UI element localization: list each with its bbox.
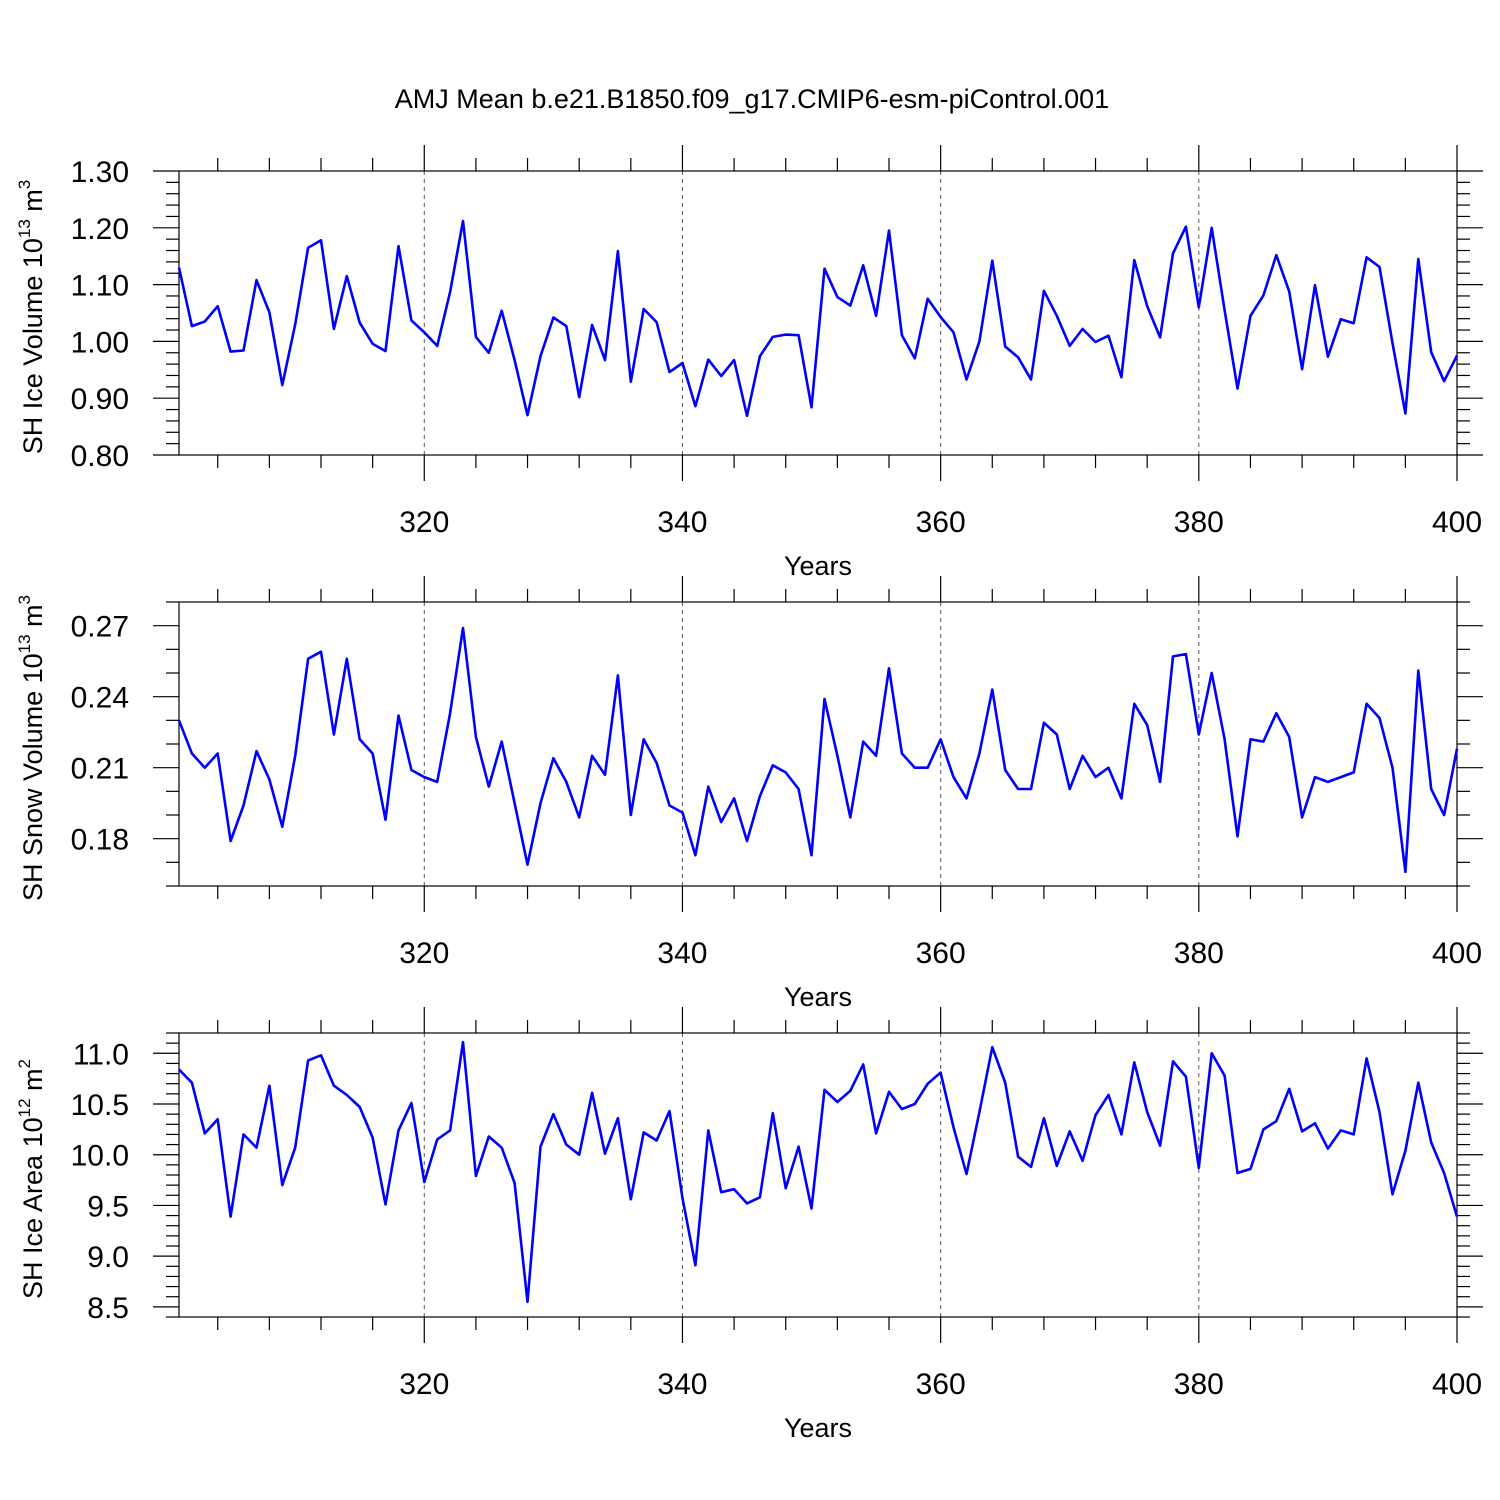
x-axis-label: Years: [784, 1413, 852, 1443]
y-axis-label-unit-exponent: 2: [15, 1059, 34, 1068]
panel-ice-area: 320 340 360 380 400 8.5 9.0 9.5 10.0 10.5 11.0 Ye…: [15, 1007, 1483, 1443]
y-axis-label-text: SH Snow Volume 10: [18, 653, 48, 901]
y-tick-label: 0.18: [71, 824, 129, 857]
y-axis-label-exponent: 13: [15, 219, 34, 238]
x-tick-label: 400: [1432, 937, 1482, 970]
x-tick-label: 400: [1432, 1368, 1482, 1401]
x-tick-label: 320: [399, 1368, 449, 1401]
y-tick-label: 10.0: [71, 1140, 129, 1173]
panel-snow-volume: 320 340 360 380 400 0.18 0.21 0.24 0.27 Years S…: [15, 576, 1483, 1012]
y-axis-label-exponent: 13: [15, 634, 34, 653]
y-tick-labels: 0.18 0.21 0.24 0.27: [71, 611, 129, 857]
y-axis-label-unit: m: [18, 1068, 48, 1098]
y-tick-labels: 0.80 0.90 1.00 1.10 1.20 1.30: [71, 156, 129, 473]
x-tick-label: 340: [657, 1368, 707, 1401]
x-tick-label: 360: [916, 506, 966, 539]
y-tick-label: 0.21: [71, 753, 129, 786]
y-axis-label-exponent: 12: [15, 1098, 34, 1117]
x-tick-label: 320: [399, 506, 449, 539]
y-axis-label-unit-exponent: 3: [15, 595, 34, 604]
series-line: [177, 219, 1459, 418]
y-tick-label: 0.27: [71, 611, 129, 644]
x-tick-label: 360: [916, 937, 966, 970]
x-tick-label: 380: [1174, 937, 1224, 970]
x-axis-label: Years: [784, 982, 852, 1012]
y-tick-label: 0.24: [71, 682, 129, 715]
y-axis-label-unit-exponent: 3: [15, 180, 34, 189]
plot-frame: [178, 170, 1458, 456]
y-tick-label: 9.5: [87, 1190, 129, 1223]
x-tick-labels: 320 340 360 380 400: [399, 1368, 1482, 1401]
x-axis-label: Years: [784, 551, 852, 581]
x-tick-label: 400: [1432, 506, 1482, 539]
series-line: [178, 1040, 1459, 1304]
x-tick-labels: 320 340 360 380 400: [399, 506, 1482, 539]
x-gridlines: [423, 1033, 1200, 1317]
x-tick-label: 340: [657, 937, 707, 970]
axis-ticks: [153, 145, 1483, 481]
axis-ticks: [153, 1007, 1483, 1343]
y-tick-label: 10.5: [71, 1089, 129, 1122]
axis-ticks: [153, 576, 1483, 912]
y-tick-label: 1.20: [71, 213, 129, 246]
x-tick-label: 360: [916, 1368, 966, 1401]
y-tick-label: 8.5: [87, 1292, 129, 1325]
y-axis-label-unit: m: [18, 604, 48, 634]
y-tick-label: 1.30: [71, 156, 129, 189]
x-tick-label: 340: [657, 506, 707, 539]
y-tick-label: 11.0: [73, 1038, 129, 1071]
panel-ice-volume: 320 340 360 380 400 0.80 0.90 1.00 1.10 1.20 1.30…: [15, 145, 1483, 581]
y-tick-label: 1.10: [71, 270, 129, 303]
y-axis-label-text: SH Ice Volume 10: [18, 238, 48, 454]
x-tick-labels: 320 340 360 380 400: [399, 937, 1482, 970]
x-gridlines: [423, 171, 1200, 455]
y-axis-label: SH Ice Volume 1013 m3: [15, 180, 48, 455]
y-tick-label: 0.80: [71, 440, 129, 473]
plot-frame: [178, 601, 1458, 887]
plot-frame: [178, 1032, 1458, 1318]
y-tick-label: 1.00: [71, 326, 129, 359]
y-axis-label: SH Ice Area 1012 m2: [15, 1059, 48, 1299]
series-line: [177, 626, 1459, 874]
y-tick-label: 9.0: [87, 1241, 129, 1274]
figure-title: AMJ Mean b.e21.B1850.f09_g17.CMIP6-esm-p…: [395, 84, 1109, 114]
x-tick-label: 380: [1174, 1368, 1224, 1401]
y-axis-label-text: SH Ice Area 10: [18, 1117, 48, 1299]
y-tick-labels: 8.5 9.0 9.5 10.0 10.5 11.0: [71, 1038, 129, 1325]
y-axis-label: SH Snow Volume 1013 m3: [15, 595, 48, 901]
x-tick-label: 380: [1174, 506, 1224, 539]
y-axis-label-unit: m: [18, 189, 48, 219]
y-tick-label: 0.90: [71, 383, 129, 416]
x-tick-label: 320: [399, 937, 449, 970]
